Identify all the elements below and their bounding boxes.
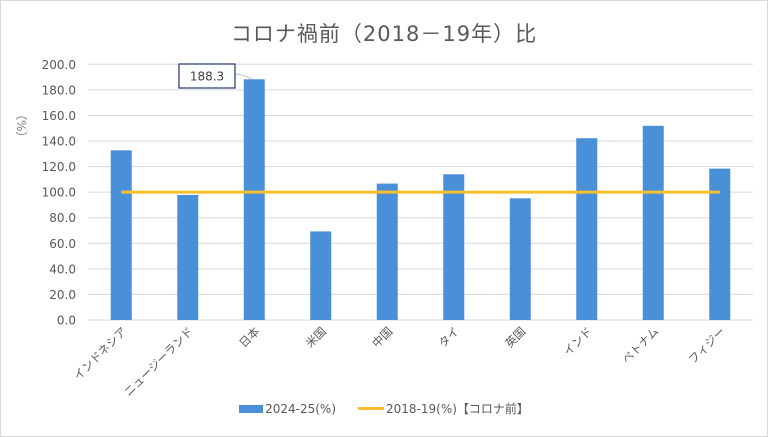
y-tick-label: 60.0 [49,237,76,251]
y-tick-label: 180.0 [42,83,76,97]
legend-swatch-bar [239,404,264,413]
chart-title: コロナ禍前（2018－19年）比 [230,22,538,46]
x-tick-label: インドネシア [71,324,130,383]
y-tick-label: 100.0 [42,186,76,200]
legend: 2024-25(%) 2018-19(%)【コロナ前】 [0,400,768,417]
legend-item-line: 2018-19(%)【コロナ前】 [358,400,529,417]
x-tick-label: 日本 [236,324,263,351]
y-tick-label: 80.0 [49,211,76,225]
y-tick-label: 160.0 [42,109,76,123]
x-tick-label: 米国 [303,324,329,350]
x-tick-label: インド [561,324,595,358]
bar [509,198,531,320]
bar [110,150,132,320]
y-axis-label-text: （%） [14,108,28,144]
bar [642,125,664,320]
legend-item-bar: 2024-25(%) [239,402,336,416]
bar [443,174,465,320]
x-tick-label: 中国 [369,324,395,350]
x-tick-label: 英国 [502,324,528,350]
legend-label-bar: 2024-25(%) [265,401,336,416]
callout-box [178,63,236,89]
bar [177,194,199,320]
y-tick-label: 200.0 [42,58,76,72]
x-tick-label: フィジー [686,324,728,366]
y-tick-label: 140.0 [42,135,76,149]
legend-swatch-line [358,407,384,410]
bar [376,183,398,320]
x-tick-label: タイ [436,324,462,350]
callout-connector [234,73,253,80]
x-tick-label: ベトナム [619,324,661,366]
y-tick-label: 40.0 [49,262,76,276]
legend-label-line: 2018-19(%)【コロナ前】 [386,402,529,416]
bar [243,79,265,320]
bar [310,231,332,320]
y-tick-label: 0.0 [57,314,76,328]
y-tick-label: 20.0 [49,288,76,302]
bar [576,138,598,320]
y-axis-label: （%） [14,108,28,145]
data-label: 188.3 [190,70,224,84]
y-tick-label: 120.0 [42,160,76,174]
bar [709,168,731,320]
x-tick-label: ニュージーランド [121,324,196,399]
